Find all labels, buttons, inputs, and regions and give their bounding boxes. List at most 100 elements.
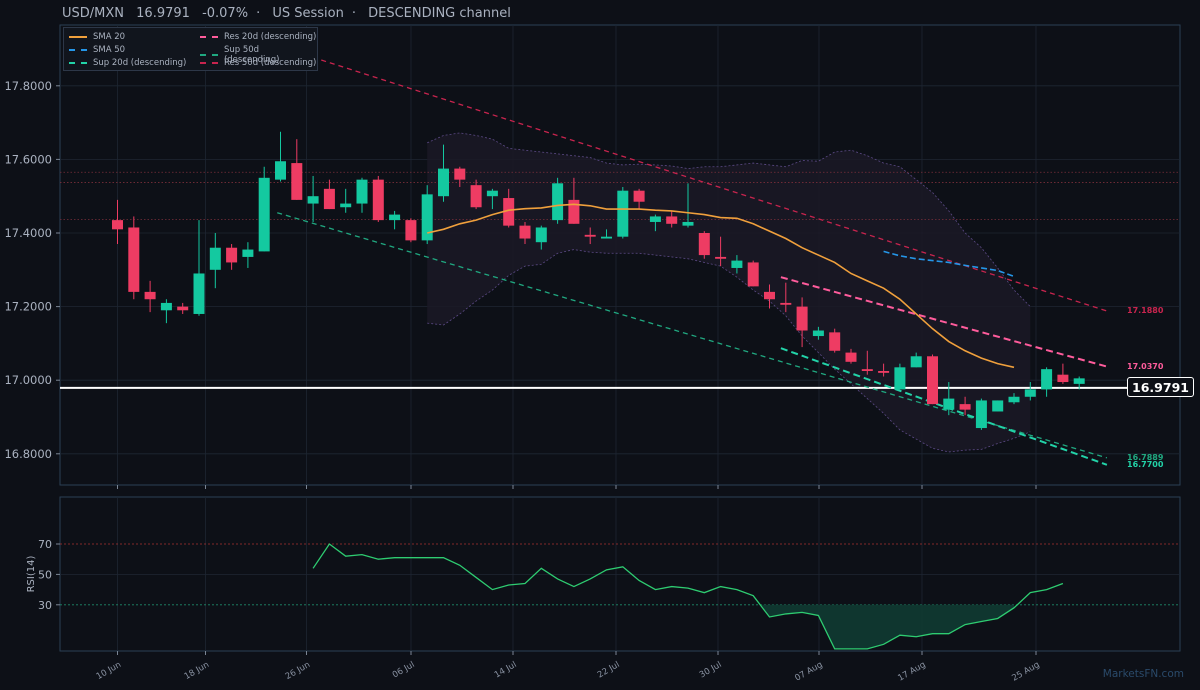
candle [698, 231, 710, 259]
candle-body [258, 177, 270, 252]
candle [878, 363, 890, 377]
candle [128, 216, 140, 300]
candle-body [275, 161, 286, 180]
trendline [321, 59, 1108, 312]
candle-body [959, 404, 971, 410]
candle [340, 188, 352, 213]
legend-label: Sup 20d (descending) [93, 58, 187, 68]
candle [845, 348, 857, 364]
candle-body [242, 249, 254, 257]
candle-body [372, 179, 384, 221]
candle [389, 210, 401, 230]
price-tick-label: 17.4000 [4, 226, 52, 240]
legend-item-sma50: SMA 50 [69, 45, 125, 55]
candle [715, 236, 727, 267]
res20-price-tag: 17.0370 [1127, 362, 1164, 371]
price-tick-label: 17.2000 [4, 300, 52, 314]
candle-body [160, 302, 172, 311]
candle [291, 139, 303, 200]
legend-swatch [200, 54, 218, 56]
rsi-oversold-fill [761, 604, 1014, 649]
sup50-price-tag: 16.7889 [1127, 453, 1164, 462]
candle-body [747, 262, 759, 287]
legend-item-sup50: Sup 50d (descending) [200, 45, 317, 65]
candle [861, 350, 873, 375]
candle-body [503, 198, 515, 226]
candle-body [878, 371, 890, 373]
candle-body [666, 216, 678, 224]
candle-body [340, 203, 352, 208]
legend-item-sma20: SMA 20 [69, 32, 125, 42]
candle [258, 166, 270, 252]
price-tick-label: 16.8000 [4, 447, 52, 461]
candle [535, 225, 547, 250]
candle-body [1041, 369, 1053, 390]
band-lower-line [427, 249, 1031, 453]
legend-label: Sup 50d (descending) [223, 45, 280, 65]
rsi-line [312, 543, 1064, 650]
candle [209, 233, 221, 289]
sma50-line [883, 250, 1015, 278]
legend-swatch [200, 36, 218, 38]
candle [943, 382, 955, 416]
candle-body [943, 398, 955, 410]
candle-body [356, 179, 368, 204]
candle [160, 299, 172, 324]
price-tick-label: 17.8000 [4, 79, 52, 93]
candle-body [323, 188, 335, 210]
band-upper-line [427, 132, 1031, 307]
candle-body [519, 225, 531, 239]
candle [731, 255, 743, 274]
candle-body [226, 247, 238, 263]
candle [649, 214, 661, 232]
candle [275, 131, 286, 182]
candle-body [731, 260, 743, 268]
candle [682, 183, 694, 228]
candle-body [682, 221, 694, 226]
candle [470, 179, 482, 210]
date-tick-label: 06 Jul [391, 660, 417, 681]
candle-body [470, 185, 482, 208]
trendline [277, 212, 1108, 459]
candle-body [1057, 374, 1069, 383]
symbol-label: USD/MXN [62, 6, 125, 21]
candle-body [307, 196, 319, 204]
candle-body [617, 190, 629, 237]
candle [1057, 363, 1069, 384]
candle-body [535, 227, 547, 243]
rsi-tick-label: 70 [38, 538, 52, 551]
rsi-tick-label: 30 [38, 599, 52, 612]
candle [144, 280, 156, 313]
res50-price-tag: 17.1880 [1127, 306, 1164, 315]
candle [356, 177, 368, 213]
change-label: -0.07% [202, 6, 249, 21]
candle [307, 175, 319, 222]
legend-swatch [69, 36, 87, 38]
sma20-line [427, 203, 1015, 369]
candle-body [1024, 389, 1036, 397]
date-tick-label: 10 Jun [95, 660, 123, 682]
pattern-label: DESCENDING channel [368, 6, 511, 21]
session-label: US Session [272, 6, 344, 21]
candle [112, 199, 123, 245]
candle [226, 244, 238, 270]
rsi-tick-label: 50 [38, 568, 52, 581]
trendline [780, 347, 1108, 466]
candle [454, 166, 466, 187]
price-panel: 16.8000 17.0000 17.2000 17.4000 17.6000 17.80… [4, 24, 1181, 489]
candle [503, 188, 515, 228]
price-tick-label: 17.6000 [4, 152, 52, 166]
legend-swatch [69, 62, 87, 64]
watermark: MarketsFN.com [1102, 668, 1184, 680]
candle [1073, 376, 1085, 390]
candle [405, 218, 417, 243]
candle [894, 363, 906, 390]
sup20-price-tag: 16.7700 [1127, 460, 1164, 469]
candle [1041, 367, 1053, 397]
candle [584, 227, 596, 245]
candle [764, 284, 775, 309]
candle-body [193, 273, 205, 314]
trendline [780, 276, 1108, 368]
candle-body [975, 400, 987, 429]
separator-dot: · [351, 6, 356, 21]
